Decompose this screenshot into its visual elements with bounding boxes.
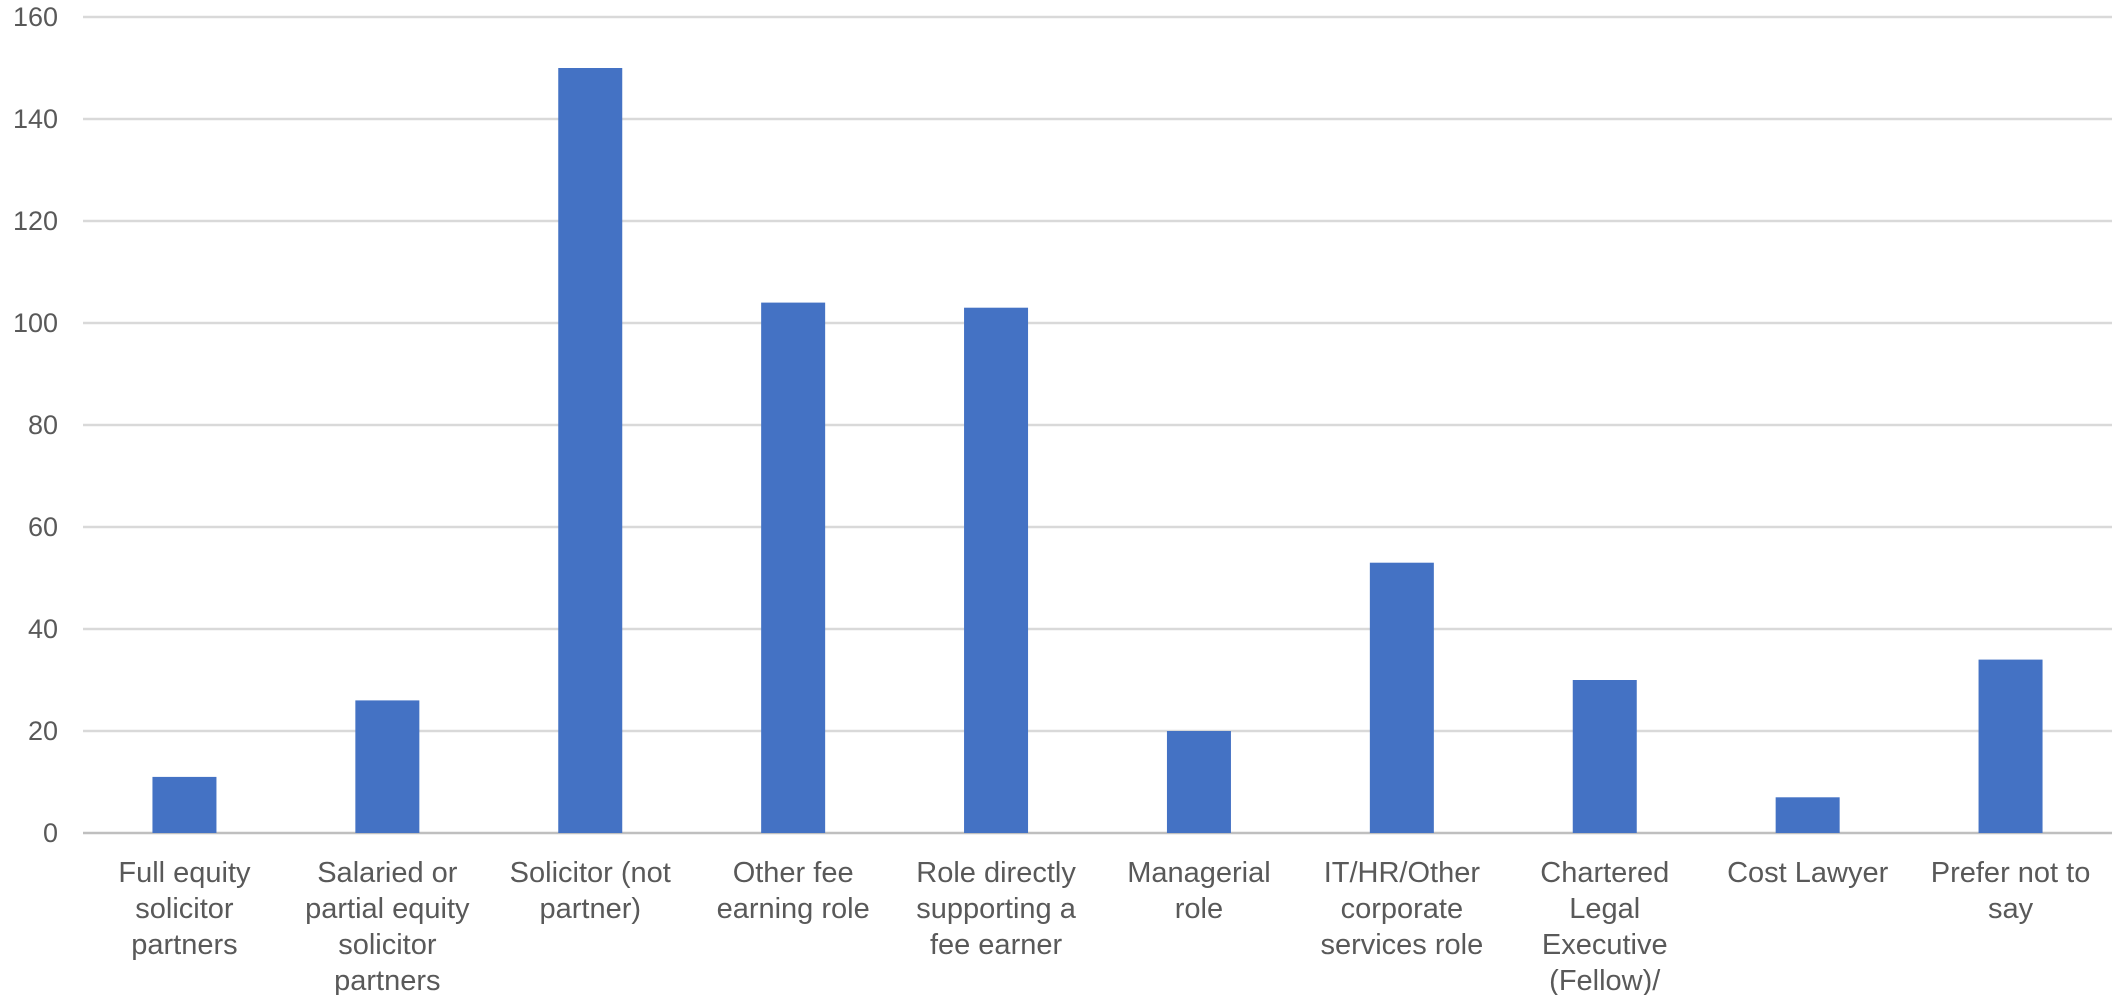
x-category-label-line: role xyxy=(1175,893,1223,925)
y-tick-label: 80 xyxy=(28,410,58,440)
x-category-label-line: Cost Lawyer xyxy=(1727,857,1889,889)
x-category-label-line: Other fee xyxy=(733,857,854,889)
y-tick-label: 160 xyxy=(13,2,58,32)
x-category-label-line: partner) xyxy=(539,893,641,925)
y-tick-label: 0 xyxy=(43,818,58,848)
x-category-label-line: Role directly xyxy=(916,857,1076,889)
x-axis-category-labels: Full equity solicitor partners Salaried or p… xyxy=(118,857,2090,995)
y-tick-label: 60 xyxy=(28,512,58,542)
x-category-label: Cost Lawyer xyxy=(1727,857,1889,889)
x-category-label: Solicitor (not partner) xyxy=(510,857,671,925)
x-category-label-line: IT/HR/Other xyxy=(1324,857,1481,889)
x-category-label: Role directly supporting a fee earner xyxy=(916,857,1076,961)
bar-5 xyxy=(1166,731,1231,833)
x-category-label-line: partners xyxy=(334,965,440,995)
x-category-label-line: Chartered xyxy=(1540,857,1669,889)
gridlines xyxy=(83,15,2112,835)
bar-4 xyxy=(964,307,1029,833)
bar-7 xyxy=(1572,680,1637,833)
x-category-label-line: corporate xyxy=(1341,893,1464,925)
x-category-label-line: services role xyxy=(1320,929,1483,961)
bars xyxy=(152,68,2043,834)
x-category-label-line: Prefer not to xyxy=(1931,857,2091,889)
bar-8 xyxy=(1775,797,1840,833)
y-tick-label: 100 xyxy=(13,308,58,338)
x-category-label-line: Salaried or xyxy=(317,857,458,889)
x-category-label: IT/HR/Other corporate services role xyxy=(1320,857,1483,961)
bar-1 xyxy=(355,700,420,833)
x-category-label-line: supporting a xyxy=(916,893,1076,925)
x-category-label-line: earning role xyxy=(717,893,870,925)
x-category-label-line: Legal xyxy=(1569,893,1640,925)
x-category-label: Prefer not to say xyxy=(1931,857,2091,925)
x-category-label-line: Full equity xyxy=(118,857,251,889)
x-category-label: Other fee earning role xyxy=(717,857,870,925)
x-category-label-line: Solicitor (not xyxy=(510,857,671,889)
x-category-label-line: Executive xyxy=(1542,929,1668,961)
x-category-label: Salaried or partial equity solicitor partne… xyxy=(305,857,470,995)
x-category-label-line: partners xyxy=(131,929,237,961)
y-tick-label: 20 xyxy=(28,716,58,746)
x-category-label-line: (Fellow)/ xyxy=(1549,965,1661,995)
x-category-label-line: partial equity xyxy=(305,893,470,925)
y-tick-label: 140 xyxy=(13,104,58,134)
bar-9 xyxy=(1978,659,2043,833)
x-category-label-line: Managerial xyxy=(1127,857,1270,889)
x-category-label: Managerial role xyxy=(1127,857,1270,925)
x-category-label-line: solicitor xyxy=(135,893,234,925)
bar-3 xyxy=(761,302,826,834)
y-tick-label: 40 xyxy=(28,614,58,644)
x-category-label-line: fee earner xyxy=(930,929,1063,961)
y-axis-tick-labels: 0 20 40 60 80 100 120 140 160 xyxy=(13,2,58,848)
x-category-label: Full equity solicitor partners xyxy=(118,857,251,961)
x-category-label-line: solicitor xyxy=(338,929,437,961)
x-category-label: Chartered Legal Executive (Fellow)/ xyxy=(1540,857,1669,995)
y-tick-label: 120 xyxy=(13,206,58,236)
bar-2 xyxy=(558,68,623,833)
bar-0 xyxy=(152,776,217,833)
bar-6 xyxy=(1369,562,1434,833)
x-category-label-line: say xyxy=(1988,893,2034,925)
